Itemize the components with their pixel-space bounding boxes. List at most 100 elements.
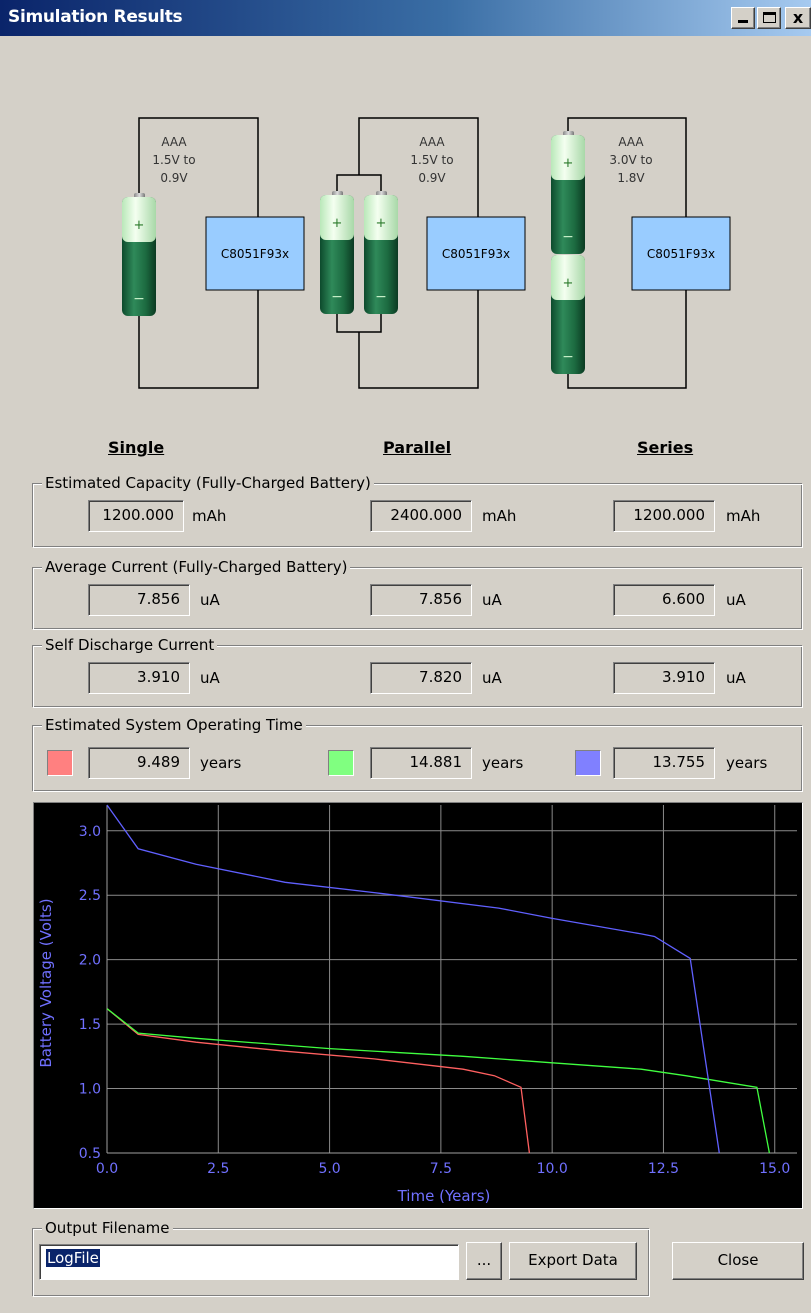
battery-type: AAA [618, 135, 644, 149]
voltage-range-bottom: 0.9V [418, 171, 446, 185]
browse-button[interactable]: ... [466, 1242, 502, 1280]
battery-type: AAA [419, 135, 445, 149]
x-tick-label: 5.0 [318, 1161, 340, 1177]
svg-text:+: + [332, 216, 343, 231]
self-discharge-series-unit: uA [726, 669, 746, 687]
operating-time-single-value: 9.489 [88, 747, 190, 779]
y-tick-label: 0.5 [79, 1146, 101, 1162]
capacity-parallel-value: 2400.000 [370, 500, 472, 532]
self-discharge-single-value: 3.910 [88, 662, 190, 694]
avg-current-parallel-unit: uA [482, 591, 502, 609]
svg-text:−: − [562, 229, 574, 245]
y-tick-label: 2.5 [79, 888, 101, 904]
x-tick-label: 12.5 [648, 1161, 679, 1177]
single-color-swatch [47, 750, 73, 776]
series-line-series [106, 804, 720, 1154]
maximize-icon [763, 12, 776, 23]
circuit-parallel: + − + − C8051F93x AAA 1.5V to 0.9V [320, 117, 526, 389]
x-tick-label: 2.5 [207, 1161, 229, 1177]
operating-time-parallel-unit: years [482, 754, 524, 772]
y-tick-label: 3.0 [79, 824, 101, 840]
voltage-range-top: 3.0V to [609, 153, 652, 167]
x-axis-label: Time (Years) [397, 1187, 491, 1205]
svg-text:−: − [331, 289, 343, 305]
minimize-icon [738, 20, 748, 23]
capacity-parallel-unit: mAh [482, 507, 517, 525]
close-icon: x [792, 8, 804, 27]
column-label-series: Series [637, 438, 694, 457]
column-label-single: Single [108, 438, 165, 457]
operating-time-legend: Estimated System Operating Time [42, 716, 306, 734]
minimize-button[interactable] [731, 7, 755, 29]
y-tick-label: 1.0 [79, 1082, 101, 1098]
svg-text:−: − [133, 291, 145, 307]
circuit-diagrams: + − C8051F93x AAA 1.5V to 0.9V + − + − C… [122, 117, 731, 389]
avg-current-legend: Average Current (Fully-Charged Battery) [42, 558, 351, 576]
x-tick-label: 0.0 [96, 1161, 118, 1177]
svg-text:+: + [134, 218, 145, 233]
x-tick-label: 7.5 [430, 1161, 452, 1177]
battery-icon: + − [551, 255, 585, 374]
y-axis-label: Battery Voltage (Volts) [37, 898, 55, 1067]
battery-icon: + − [551, 131, 585, 254]
battery-icon: + − [122, 193, 156, 316]
avg-current-single-value: 7.856 [88, 584, 190, 616]
avg-current-parallel-value: 7.856 [370, 584, 472, 616]
self-discharge-parallel-unit: uA [482, 669, 502, 687]
discharge-chart-svg: 0.0 2.5 5.0 7.5 10.0 12.5 15.0 0.5 1.0 1.5 2.0 2.5 3… [37, 804, 797, 1205]
operating-time-group: Estimated System Operating Time 9.489 ye… [33, 716, 803, 792]
voltage-range-bottom: 0.9V [160, 171, 188, 185]
x-tick-label: 10.0 [537, 1161, 568, 1177]
avg-current-series-unit: uA [726, 591, 746, 609]
voltage-range-bottom: 1.8V [617, 171, 645, 185]
title-bar: Simulation Results x [0, 0, 811, 36]
self-discharge-series-value: 3.910 [613, 662, 715, 694]
output-filename-legend: Output Filename [42, 1219, 173, 1237]
self-discharge-group: Self Discharge Current 3.910 uA 7.820 uA… [33, 636, 803, 708]
svg-text:+: + [376, 216, 387, 231]
self-discharge-parallel-value: 7.820 [370, 662, 472, 694]
avg-current-single-unit: uA [200, 591, 220, 609]
avg-current-group: Average Current (Fully-Charged Battery) … [33, 558, 803, 630]
operating-time-single-unit: years [200, 754, 242, 772]
column-label-parallel: Parallel [383, 438, 452, 457]
y-tick-label: 2.0 [79, 953, 101, 969]
self-discharge-legend: Self Discharge Current [42, 636, 218, 654]
svg-text:−: − [375, 289, 387, 305]
operating-time-series-value: 13.755 [613, 747, 715, 779]
capacity-series-unit: mAh [726, 507, 761, 525]
avg-current-series-value: 6.600 [613, 584, 715, 616]
maximize-button[interactable] [757, 7, 781, 29]
x-tick-label: 15.0 [759, 1161, 790, 1177]
capacity-group: Estimated Capacity (Fully-Charged Batter… [33, 474, 803, 548]
capacity-series-value: 1200.000 [613, 500, 715, 532]
output-filename-group: Output Filename [33, 1219, 650, 1297]
close-button[interactable]: Close [672, 1242, 804, 1280]
output-filename-input[interactable]: LogFile [39, 1244, 459, 1280]
chip-label: C8051F93x [647, 247, 715, 261]
close-window-button[interactable]: x [785, 7, 811, 29]
circuit-single: + − C8051F93x AAA 1.5V to 0.9V [122, 117, 305, 389]
voltage-range-top: 1.5V to [152, 153, 195, 167]
export-data-button[interactable]: Export Data [509, 1242, 637, 1280]
battery-type: AAA [161, 135, 187, 149]
discharge-chart: 0.0 2.5 5.0 7.5 10.0 12.5 15.0 0.5 1.0 1.5 2.0 2.5 3… [33, 802, 803, 1209]
voltage-range-top: 1.5V to [410, 153, 453, 167]
output-filename-value: LogFile [46, 1249, 100, 1267]
operating-time-parallel-value: 14.881 [370, 747, 472, 779]
battery-icon: + − [364, 191, 398, 314]
operating-time-series-unit: years [726, 754, 768, 772]
y-tick-label: 1.5 [79, 1017, 101, 1033]
capacity-single-value: 1200.000 [88, 500, 184, 532]
series-color-swatch [575, 750, 601, 776]
chip-label: C8051F93x [221, 247, 289, 261]
parallel-color-swatch [328, 750, 354, 776]
self-discharge-single-unit: uA [200, 669, 220, 687]
chip-label: C8051F93x [442, 247, 510, 261]
series-line-parallel [106, 1008, 771, 1154]
svg-text:+: + [563, 156, 574, 171]
capacity-legend: Estimated Capacity (Fully-Charged Batter… [42, 474, 374, 492]
battery-icon: + − [320, 191, 354, 314]
svg-text:−: − [562, 349, 574, 365]
capacity-single-unit: mAh [192, 507, 227, 525]
